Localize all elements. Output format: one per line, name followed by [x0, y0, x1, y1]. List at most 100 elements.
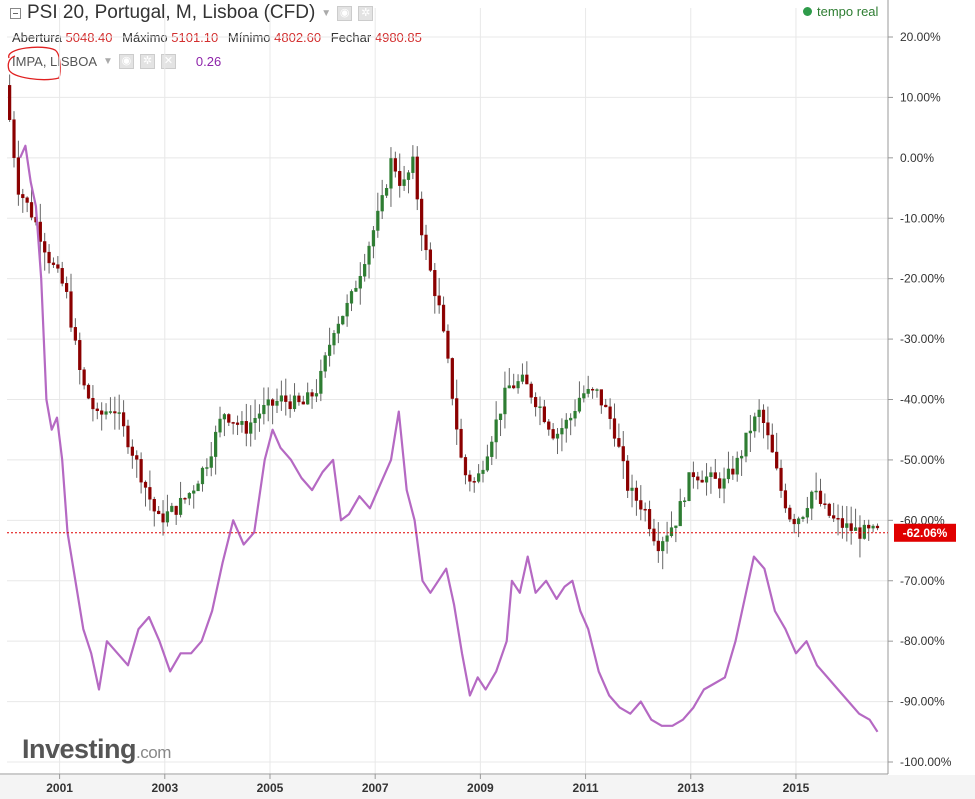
- candle-up: [187, 493, 191, 499]
- x-tick-label: 2011: [573, 781, 599, 795]
- indicator-gear-icon[interactable]: ✲: [139, 54, 155, 69]
- candle-up: [336, 323, 340, 334]
- candle-up: [862, 524, 866, 539]
- candle-up: [345, 302, 349, 317]
- candle-down: [227, 414, 231, 423]
- candle-down: [126, 425, 130, 448]
- candle-down: [792, 518, 796, 525]
- candle-down: [428, 249, 433, 271]
- candle-down: [157, 510, 161, 515]
- candle-up: [349, 291, 354, 304]
- candle-up: [380, 195, 384, 212]
- candle-down: [446, 330, 450, 359]
- annotation-circle: [7, 46, 61, 81]
- title-dropdown-icon[interactable]: ▼: [321, 7, 332, 19]
- candle-up: [595, 389, 599, 391]
- indicator-dropdown-icon[interactable]: ▼: [103, 56, 113, 67]
- candle-down: [533, 397, 538, 408]
- candle-down: [235, 422, 240, 425]
- candle-up: [323, 355, 327, 372]
- candle-down: [130, 446, 134, 456]
- y-tick-label: 20.00%: [900, 30, 941, 44]
- candle-down: [542, 406, 546, 423]
- candle-up: [205, 467, 209, 469]
- candle-up: [477, 473, 481, 482]
- candle-up: [490, 441, 494, 457]
- candle-down: [433, 270, 437, 297]
- candle-up: [192, 490, 196, 494]
- candle-down: [599, 389, 603, 406]
- indicator-eye-icon[interactable]: ◉: [118, 54, 134, 69]
- candle-down: [639, 500, 643, 510]
- candle-down: [441, 304, 446, 332]
- y-tick-label: -90.00%: [900, 695, 945, 709]
- candle-up: [485, 456, 489, 471]
- candle-up: [586, 388, 590, 394]
- candle-down: [875, 525, 880, 529]
- indicator-value: 0.26: [195, 54, 222, 69]
- candle-down: [643, 508, 647, 511]
- candle-down: [529, 383, 533, 398]
- candle-up: [279, 395, 283, 402]
- candle-up: [810, 491, 814, 509]
- y-tick-label: 0.00%: [900, 151, 934, 165]
- candle-up: [569, 417, 573, 421]
- y-tick-label: -80.00%: [900, 634, 945, 648]
- x-tick-label: 2001: [46, 781, 73, 795]
- candle-down: [775, 451, 779, 469]
- candle-up: [845, 523, 849, 528]
- candle-up: [722, 478, 726, 489]
- candle-down: [647, 509, 652, 530]
- candle-up: [503, 387, 507, 415]
- candle-down: [818, 490, 823, 504]
- candle-down: [472, 481, 476, 483]
- y-tick-label: -10.00%: [900, 211, 945, 225]
- candle-up: [735, 457, 739, 475]
- candle-up: [665, 535, 669, 542]
- candle-down: [86, 384, 91, 399]
- candle-up: [170, 505, 174, 512]
- candle-up: [498, 413, 503, 420]
- candle-up: [507, 385, 511, 389]
- candle-up: [494, 419, 498, 443]
- candle-up: [871, 525, 875, 529]
- candle-down: [696, 476, 700, 481]
- candle-up: [564, 419, 568, 429]
- candle-up: [253, 418, 257, 423]
- candle-down: [143, 481, 148, 488]
- candle-up: [218, 418, 222, 433]
- candle-up: [661, 541, 665, 552]
- candle-down: [849, 523, 853, 531]
- candle-up: [371, 230, 376, 247]
- candle-down: [398, 171, 402, 186]
- candle-up: [384, 188, 389, 196]
- candle-up: [704, 476, 709, 483]
- candle-up: [262, 404, 266, 415]
- candle-up: [266, 399, 270, 406]
- candle-down: [8, 85, 12, 120]
- candle-down: [713, 472, 717, 479]
- candle-up: [805, 508, 809, 518]
- candle-down: [95, 408, 99, 411]
- gear-icon[interactable]: ✲: [358, 5, 374, 21]
- candle-up: [573, 410, 577, 419]
- candle-down: [113, 411, 117, 414]
- candle-up: [319, 370, 323, 394]
- candle-down: [718, 478, 722, 489]
- candle-down: [284, 395, 288, 402]
- x-tick-label: 2003: [151, 781, 178, 795]
- x-tick-label: 2007: [362, 781, 389, 795]
- candle-down: [100, 410, 104, 415]
- candle-up: [753, 416, 757, 432]
- current-value-badge: [894, 523, 956, 542]
- eye-icon[interactable]: ◉: [337, 5, 353, 21]
- realtime-label: tempo real: [817, 4, 879, 19]
- candle-up: [178, 497, 183, 515]
- candle-down: [547, 421, 551, 430]
- candle-down: [770, 434, 774, 453]
- collapse-icon[interactable]: [10, 7, 21, 19]
- chart-title: PSI 20, Portugal, M, Lisboa (CFD): [27, 2, 316, 23]
- candle-down: [16, 157, 21, 195]
- candle-down: [38, 221, 42, 242]
